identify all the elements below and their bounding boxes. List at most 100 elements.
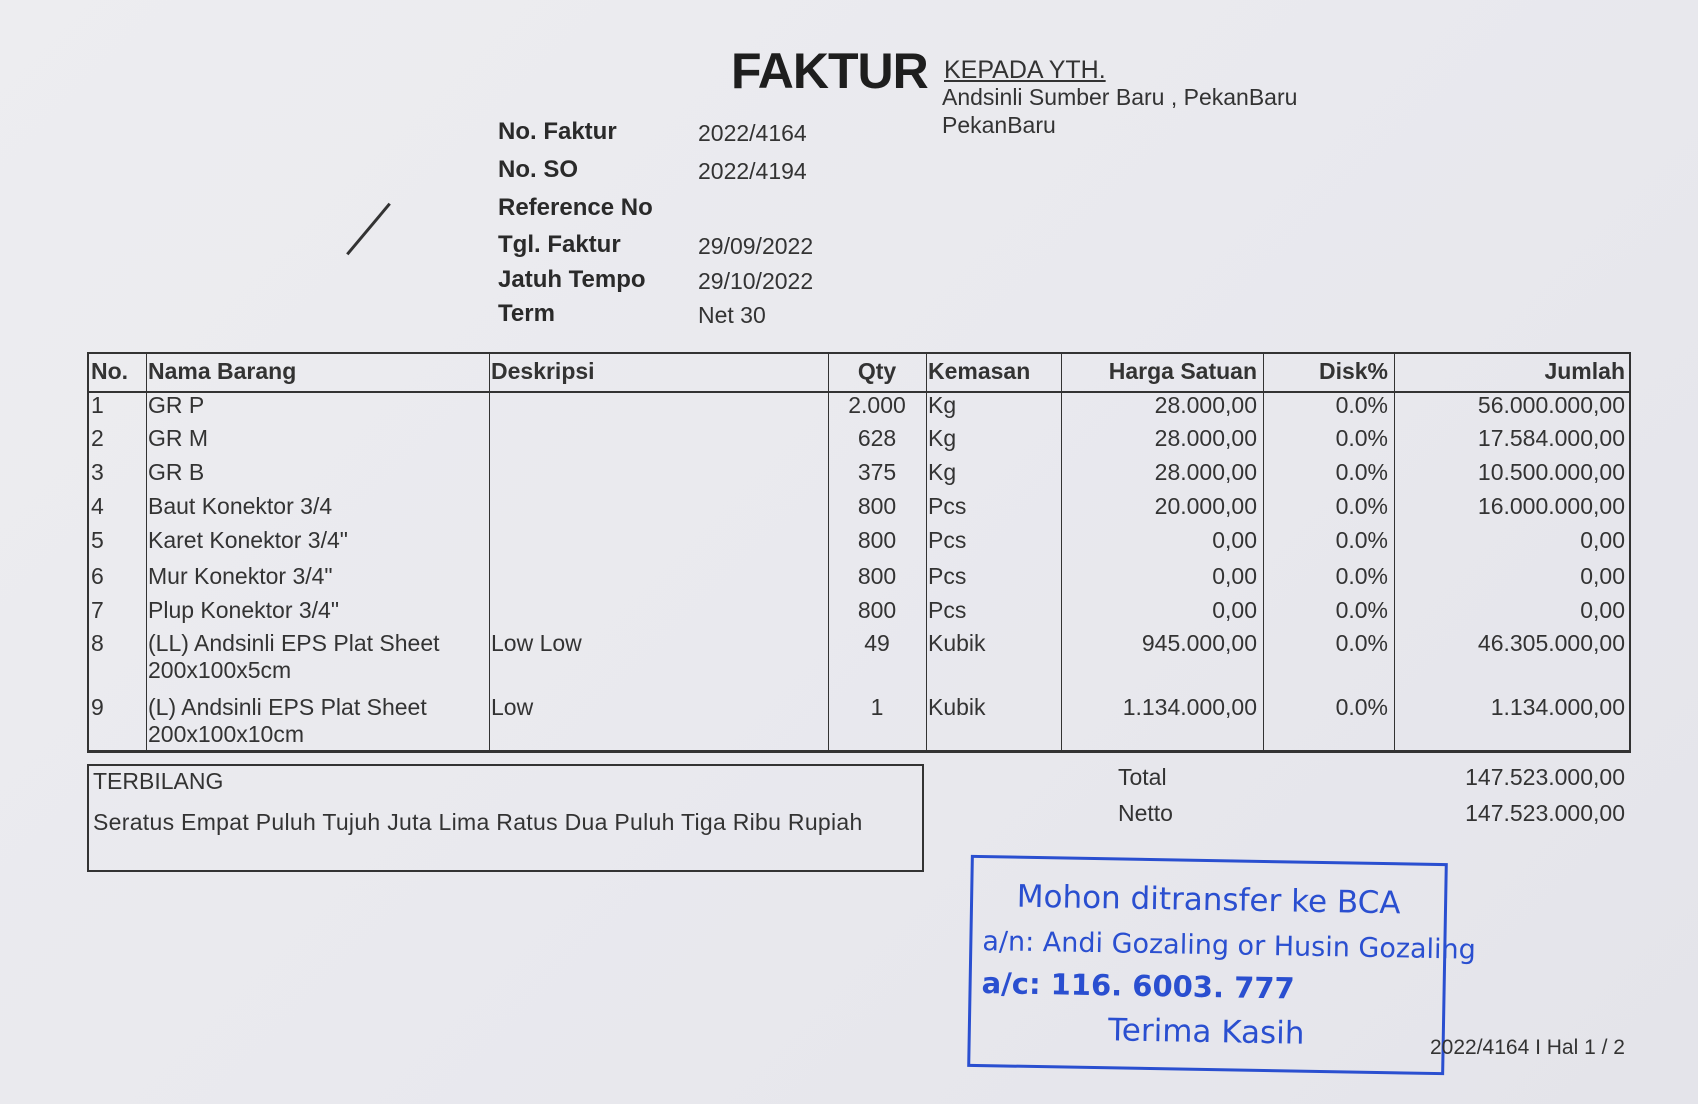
header-divider xyxy=(89,391,1629,393)
cell-deskripsi: Low xyxy=(491,694,534,720)
info-value: 29/09/2022 xyxy=(698,233,814,259)
cell-qty: 628 xyxy=(857,425,897,451)
cell-jumlah: 17.584.000,00 xyxy=(1477,425,1625,451)
cell-disk: 0.0% xyxy=(1335,425,1388,451)
info-value: Net 30 xyxy=(698,302,766,328)
cell-harga-satuan: 0,00 xyxy=(1212,527,1257,553)
cell-harga-satuan: 20.000,00 xyxy=(1154,493,1257,519)
document-title: FAKTUR xyxy=(731,43,929,99)
column-divider xyxy=(146,354,147,750)
cell-kemasan: Pcs xyxy=(928,493,967,519)
cell-kemasan: Pcs xyxy=(928,563,967,589)
cell-jumlah: 10.500.000,00 xyxy=(1477,459,1625,485)
cell-no: 5 xyxy=(91,527,104,553)
info-value: 2022/4194 xyxy=(698,158,807,184)
column-divider xyxy=(1263,354,1264,750)
info-label: Reference No xyxy=(498,194,653,221)
cell-disk: 0.0% xyxy=(1335,563,1388,589)
cell-jumlah: 1.134.000,00 xyxy=(1490,694,1625,720)
cell-nama-barang: Karet Konektor 3/4" xyxy=(148,527,348,553)
cell-harga-satuan: 0,00 xyxy=(1212,563,1257,589)
cell-harga-satuan: 0,00 xyxy=(1212,597,1257,623)
info-label: Term xyxy=(498,300,555,327)
cell-qty: 800 xyxy=(857,597,897,623)
total-label: Total xyxy=(1118,764,1167,790)
cell-qty: 375 xyxy=(857,459,897,485)
cell-qty: 1 xyxy=(870,694,884,720)
cell-disk: 0.0% xyxy=(1335,527,1388,553)
info-label: No. SO xyxy=(498,156,579,183)
cell-nama-barang: Plup Konektor 3/4" xyxy=(148,597,340,623)
cell-harga-satuan: 28.000,00 xyxy=(1154,425,1257,451)
cell-jumlah: 46.305.000,00 xyxy=(1477,630,1625,656)
header-deskripsi: Deskripsi xyxy=(491,358,595,384)
stamp-line-4: Terima Kasih xyxy=(1107,1012,1305,1052)
cell-qty: 800 xyxy=(857,563,897,589)
stamp-line-3: a/c: 116. 6003. 777 xyxy=(981,966,1295,1006)
cell-no: 1 xyxy=(91,392,104,418)
terbilang-text: Seratus Empat Puluh Tujuh Juta Lima Ratu… xyxy=(93,809,863,835)
cell-nama-barang: GR M xyxy=(148,425,209,451)
cell-nama-barang: GR B xyxy=(148,459,205,485)
cell-qty: 800 xyxy=(857,493,897,519)
cell-disk: 0.0% xyxy=(1335,392,1388,418)
header-kemasan: Kemasan xyxy=(928,358,1031,384)
cell-deskripsi: Low Low xyxy=(491,630,582,656)
cell-kemasan: Kg xyxy=(928,459,957,485)
header-harga-satuan: Harga Satuan xyxy=(1108,358,1257,384)
cell-jumlah: 0,00 xyxy=(1580,563,1625,589)
cell-harga-satuan: 945.000,00 xyxy=(1141,630,1257,656)
stamp-line-2: a/n: Andi Gozaling or Husin Gozaling xyxy=(982,926,1477,966)
cell-kemasan: Kg xyxy=(928,425,957,451)
cell-no: 3 xyxy=(91,459,104,485)
recipient-line-2: PekanBaru xyxy=(942,112,1056,138)
column-divider xyxy=(926,354,927,750)
info-label: Tgl. Faktur xyxy=(498,231,621,258)
header-nama-barang: Nama Barang xyxy=(148,358,297,384)
cell-no: 7 xyxy=(91,597,104,623)
column-divider xyxy=(1394,354,1395,750)
column-divider xyxy=(489,354,490,750)
cell-no: 4 xyxy=(91,493,104,519)
info-label: Jatuh Tempo xyxy=(498,266,646,293)
cell-kemasan: Kubik xyxy=(928,630,986,656)
cell-kemasan: Pcs xyxy=(928,527,967,553)
cell-disk: 0.0% xyxy=(1335,630,1388,656)
cell-disk: 0.0% xyxy=(1335,493,1388,519)
cell-nama-barang: Mur Konektor 3/4" xyxy=(148,563,333,589)
netto-label: Netto xyxy=(1118,800,1173,826)
cell-no: 2 xyxy=(91,425,104,451)
cell-qty: 49 xyxy=(864,630,890,656)
cell-jumlah: 0,00 xyxy=(1580,597,1625,623)
cell-nama-barang: (LL) Andsinli EPS Plat Sheet 200x100x5cm xyxy=(148,630,440,683)
terbilang-label: TERBILANG xyxy=(93,768,224,794)
cell-disk: 0.0% xyxy=(1335,694,1388,720)
cell-harga-satuan: 1.134.000,00 xyxy=(1122,694,1257,720)
header-jumlah: Jumlah xyxy=(1544,358,1625,384)
info-value: 29/10/2022 xyxy=(698,268,814,294)
cell-nama-barang: GR P xyxy=(148,392,205,418)
bank-transfer-stamp: Mohon ditransfer ke BCA a/n: Andi Gozali… xyxy=(967,854,1476,1076)
recipient-line-1: Andsinli Sumber Baru , PekanBaru xyxy=(942,84,1298,110)
page-footer: 2022/4164 I Hal 1 / 2 xyxy=(1430,1036,1625,1059)
cell-harga-satuan: 28.000,00 xyxy=(1154,459,1257,485)
cell-harga-satuan: 28.000,00 xyxy=(1154,392,1257,418)
cell-no: 8 xyxy=(91,630,104,656)
cell-kemasan: Kubik xyxy=(928,694,986,720)
cell-kemasan: Kg xyxy=(928,392,957,418)
header-no: No. xyxy=(91,358,129,384)
recipient-heading: KEPADA YTH. xyxy=(944,56,1106,84)
cell-jumlah: 56.000.000,00 xyxy=(1477,392,1625,418)
stamp-line-1: Mohon ditransfer ke BCA xyxy=(1016,878,1401,922)
cell-nama-barang: Baut Konektor 3/4 xyxy=(148,493,333,519)
cell-qty: 2.000 xyxy=(848,392,906,418)
cell-disk: 0.0% xyxy=(1335,459,1388,485)
terbilang-box: TERBILANG Seratus Empat Puluh Tujuh Juta… xyxy=(87,764,924,872)
cell-nama-barang: (L) Andsinli EPS Plat Sheet 200x100x10cm xyxy=(148,694,427,747)
cell-kemasan: Pcs xyxy=(928,597,967,623)
info-value: 2022/4164 xyxy=(698,120,807,146)
cell-no: 9 xyxy=(91,694,104,720)
column-divider xyxy=(828,354,829,750)
cell-no: 6 xyxy=(91,563,104,589)
